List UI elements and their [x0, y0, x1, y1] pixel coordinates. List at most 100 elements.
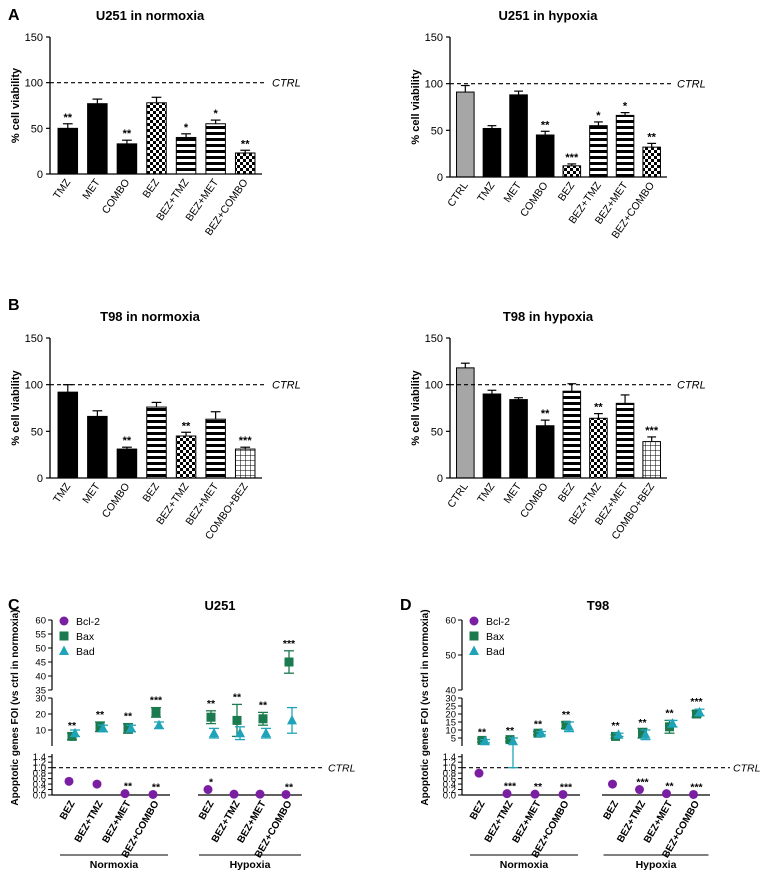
- significance-label: *: [214, 108, 219, 120]
- x-tick-label: MET: [80, 480, 103, 506]
- bad-marker: [261, 727, 271, 738]
- bar: [116, 448, 138, 479]
- bcl2-marker: [558, 789, 568, 799]
- chart-t98-hypoxia: T98 in hypoxia % cell viability 0 50 100 150 C…: [410, 309, 706, 542]
- x-tick-label: BEZ: [58, 799, 78, 822]
- y-tick-label: 1.2: [33, 758, 46, 769]
- bad-marker: [536, 727, 546, 738]
- ctrl-reference-label: CTRL: [733, 763, 761, 775]
- bcl2-marker: [203, 785, 213, 795]
- y-tick-label: 0.6: [33, 774, 46, 785]
- y-tick-label: 50: [431, 125, 443, 137]
- y-tick-label: 50: [31, 123, 43, 135]
- bad-marker: [98, 722, 108, 733]
- bax-marker: [533, 728, 543, 738]
- y-tick-label: 150: [425, 32, 443, 44]
- bad-marker: [667, 718, 678, 728]
- bar: [615, 114, 635, 178]
- chart-u251-apoptotic-genes: U251 Apoptotic genes FOI (vs ctrl in norm…: [10, 598, 356, 871]
- bar: [642, 146, 661, 178]
- legend-marker: [59, 631, 69, 641]
- chart-t98-apoptotic-genes: T98 Apoptotic genes FOI (vs ctrl in normo…: [420, 598, 761, 871]
- x-tick-label: BEZ: [140, 480, 162, 504]
- bcl2-marker: [530, 789, 540, 799]
- y-tick-label: 0: [437, 473, 443, 485]
- bar: [116, 143, 138, 175]
- chart-title: U251 in normoxia: [96, 8, 205, 23]
- x-tick-label: COMBO: [518, 481, 551, 520]
- x-tick-label: COMBO: [518, 180, 551, 219]
- significance-label: ***: [690, 781, 703, 793]
- bar: [87, 415, 108, 479]
- significance-label: **: [638, 717, 647, 729]
- y-tick-label: 55: [35, 630, 46, 641]
- y-tick-label: 35: [35, 686, 46, 697]
- bad-marker: [508, 735, 518, 746]
- y-tick-label: 0.8: [33, 769, 46, 780]
- y-tick-label: 60: [35, 616, 46, 627]
- significance-label: **: [594, 402, 603, 414]
- bar: [205, 123, 226, 175]
- bar: [562, 165, 582, 178]
- bar: [482, 127, 502, 178]
- bcl2-marker: [608, 779, 617, 789]
- legend-label: Bax: [486, 631, 505, 643]
- y-tick-label: 40: [445, 686, 456, 697]
- bax-marker: [638, 728, 647, 738]
- y-axis-label: % cell viability: [10, 67, 22, 143]
- bad-marker: [287, 714, 297, 725]
- ctrl-reference-label: CTRL: [677, 79, 706, 91]
- significance-label: **: [96, 709, 105, 721]
- bax-marker: [284, 657, 294, 667]
- bcl2-marker: [148, 789, 158, 799]
- significance-label: **: [665, 781, 674, 793]
- significance-label: *: [596, 110, 601, 122]
- significance-label: **: [534, 719, 543, 731]
- legend-label: Bcl-2: [486, 616, 510, 628]
- x-tick-label: COMBO: [100, 481, 133, 520]
- significance-label: ***: [565, 152, 579, 164]
- x-tick-label: TMZ: [51, 176, 74, 201]
- y-tick-label: 1.0: [33, 763, 46, 774]
- significance-label: ***: [504, 781, 517, 793]
- bad-marker: [694, 706, 705, 717]
- bad-marker: [154, 719, 164, 730]
- y-tick-label: 20: [35, 710, 46, 721]
- x-tick-label: CTRL: [445, 180, 471, 209]
- chart-title: T98 in normoxia: [100, 309, 200, 324]
- significance-label: **: [534, 781, 543, 793]
- bar: [57, 127, 79, 175]
- significance-label: **: [285, 781, 294, 793]
- bad-marker: [640, 729, 651, 739]
- x-tick-label: TMZ: [475, 480, 498, 505]
- bar: [589, 125, 608, 178]
- bar: [205, 418, 226, 479]
- legend-label: Bax: [76, 631, 95, 643]
- y-tick-label: 0.4: [443, 780, 456, 791]
- significance-label: **: [68, 720, 77, 732]
- bcl2-marker: [64, 776, 74, 786]
- significance-label: *: [623, 101, 628, 113]
- x-tick-label: COMBO: [100, 177, 133, 216]
- significance-label: ***: [636, 777, 649, 789]
- x-tick-label: BEZ: [468, 799, 488, 822]
- significance-label: **: [506, 725, 515, 737]
- bax-marker: [95, 722, 105, 732]
- y-tick-label: 0.2: [443, 785, 456, 796]
- panel-d: D T98 Apoptotic genes FOI (vs ctrl in nor…: [400, 597, 761, 871]
- y-tick-label: 0.6: [443, 774, 456, 785]
- bar: [562, 390, 582, 479]
- bcl2-marker: [662, 789, 671, 799]
- x-tick-label: MET: [501, 480, 524, 506]
- chart-u251-normoxia: U251 in normoxia % cell viability 0 50 100 15…: [10, 8, 301, 238]
- y-axis-label: Apoptotic genes FOI (vs ctrl in normoxia…: [10, 609, 21, 805]
- y-tick-label: 30: [445, 694, 456, 705]
- x-tick-label: BEZ: [602, 799, 622, 822]
- bar: [456, 91, 475, 178]
- x-tick-label: TMZ: [51, 480, 74, 505]
- x-tick-label: CTRL: [445, 481, 471, 510]
- y-tick-label: 25: [445, 702, 456, 713]
- chart-title: U251: [204, 598, 235, 613]
- bar: [57, 391, 79, 479]
